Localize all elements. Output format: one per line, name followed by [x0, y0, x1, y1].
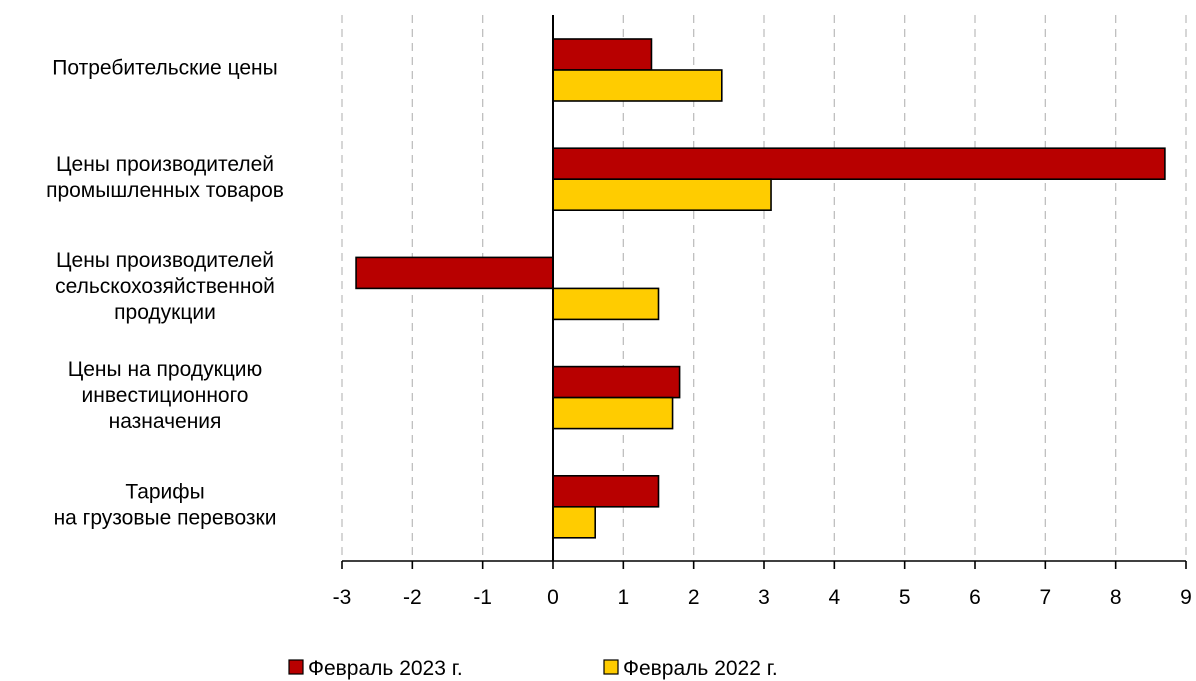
category-label-line: инвестиционного — [82, 384, 249, 407]
legend-label: Февраль 2022 г. — [623, 657, 778, 680]
legend-swatch — [288, 659, 304, 675]
category-label-line: Тарифы — [125, 480, 204, 503]
bar-feb-2023 — [552, 147, 1166, 180]
bars — [355, 38, 1166, 539]
x-tick-label: -1 — [473, 586, 492, 609]
category-label: Цены на продукцию инвестиционного назначен… — [68, 358, 263, 433]
bar-feb-2022 — [552, 178, 772, 211]
category-label: Цены производителей сельскохозяйственной п… — [55, 249, 275, 324]
category-label: Цены производителей промышленных товаров — [46, 153, 284, 202]
axes — [341, 15, 1187, 569]
bar-feb-2023 — [552, 38, 653, 71]
category-label-line: назначения — [109, 410, 222, 433]
legend: Февраль 2023 г. Февраль 2022 г. — [288, 657, 778, 680]
grid-lines — [341, 15, 1187, 561]
category-label-line: продукции — [114, 301, 216, 324]
bar-feb-2023 — [355, 256, 554, 290]
x-tick-label: 9 — [1180, 586, 1192, 609]
category-label-line: Потребительские цены — [52, 57, 277, 80]
category-label-line: сельскохозяйственной — [55, 275, 275, 298]
bar-feb-2023 — [552, 474, 660, 508]
x-tick-label: 8 — [1110, 586, 1122, 609]
x-tick-label: 3 — [758, 586, 770, 609]
category-label-line: Цены на продукцию — [68, 358, 263, 381]
x-tick-label: 0 — [547, 586, 559, 609]
bar-feb-2022 — [552, 287, 660, 321]
x-tick-label: 4 — [828, 586, 840, 609]
x-tick-label: 6 — [969, 586, 981, 609]
category-label: Тарифы на грузовые перевозки — [54, 480, 277, 529]
x-tick-label: -2 — [403, 586, 422, 609]
x-tick-label: 7 — [1039, 586, 1051, 609]
legend-swatch — [603, 659, 619, 675]
category-label: Потребительские цены — [52, 57, 277, 80]
x-tick-label: 2 — [688, 586, 700, 609]
x-tick-label: -3 — [333, 586, 352, 609]
bar-feb-2022 — [552, 505, 597, 539]
legend-label: Февраль 2023 г. — [308, 657, 463, 680]
category-label-line: Цены производителей — [56, 249, 274, 272]
x-tick-label: 5 — [899, 586, 911, 609]
bar-feb-2022 — [552, 396, 674, 430]
category-label-line: промышленных товаров — [46, 179, 284, 202]
x-tick-labels: -3 -2 -1 0 1 2 3 4 5 6 7 8 9 — [333, 586, 1192, 609]
category-label-line: Цены производителей — [56, 153, 274, 176]
x-tick-label: 1 — [617, 586, 629, 609]
category-label-line: на грузовые перевозки — [54, 506, 277, 529]
category-labels: Потребительские цены Цены производителей п… — [46, 57, 284, 530]
bar-feb-2023 — [552, 365, 681, 399]
bar-feb-2022 — [552, 69, 723, 102]
